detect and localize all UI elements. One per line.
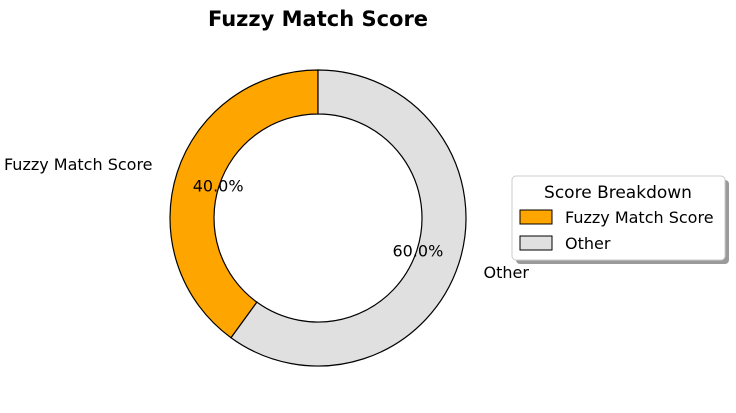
percent-labels: 40.0% 60.0% [193, 177, 444, 261]
percent-label: 40.0% [193, 177, 244, 196]
slice-label: Other [483, 263, 529, 282]
legend-box [511, 175, 726, 261]
legend-label: Fuzzy Match Score [565, 208, 714, 227]
slice-fuzzy-match-score [169, 69, 319, 339]
slice-label: Fuzzy Match Score [4, 155, 153, 174]
legend-swatch [519, 209, 553, 225]
legend-title: Score Breakdown [544, 183, 692, 203]
slice-other [230, 69, 467, 367]
legend: Score Breakdown Fuzzy Match Score Other [511, 175, 729, 264]
legend-swatch [519, 235, 553, 251]
donut-slices [169, 69, 467, 367]
chart-title: Fuzzy Match Score [208, 7, 428, 31]
legend-label: Other [565, 234, 611, 253]
slice-labels: Fuzzy Match Score Other [4, 155, 529, 282]
percent-label: 60.0% [392, 241, 443, 260]
legend-entries: Fuzzy Match Score Other [519, 208, 714, 253]
